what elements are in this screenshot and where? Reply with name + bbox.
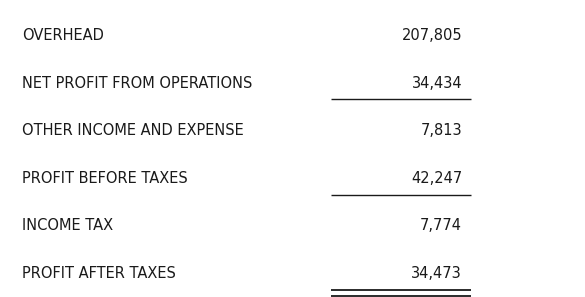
- Text: 207,805: 207,805: [401, 28, 462, 43]
- Text: PROFIT BEFORE TAXES: PROFIT BEFORE TAXES: [22, 171, 188, 186]
- Text: OVERHEAD: OVERHEAD: [22, 28, 104, 43]
- Text: PROFIT AFTER TAXES: PROFIT AFTER TAXES: [22, 266, 176, 281]
- Text: 7,813: 7,813: [421, 123, 462, 138]
- Text: 34,473: 34,473: [411, 266, 462, 281]
- Text: OTHER INCOME AND EXPENSE: OTHER INCOME AND EXPENSE: [22, 123, 244, 138]
- Text: 34,434: 34,434: [411, 76, 462, 91]
- Text: 7,774: 7,774: [420, 218, 462, 233]
- Text: NET PROFIT FROM OPERATIONS: NET PROFIT FROM OPERATIONS: [22, 76, 253, 91]
- Text: 42,247: 42,247: [411, 171, 462, 186]
- Text: INCOME TAX: INCOME TAX: [22, 218, 113, 233]
